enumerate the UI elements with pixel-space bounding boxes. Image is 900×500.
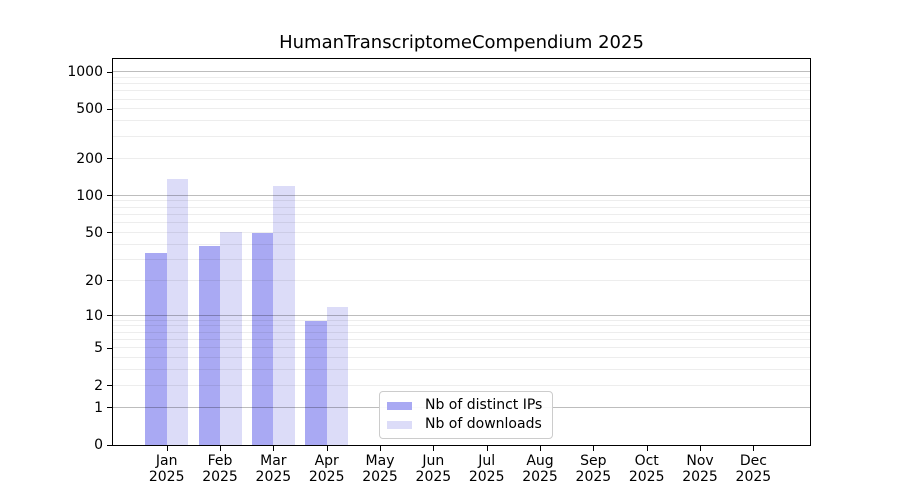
x-tick xyxy=(220,446,222,451)
x-tick xyxy=(166,446,168,451)
x-tick xyxy=(273,446,275,451)
y-tick-label: 200 xyxy=(76,150,103,167)
x-tick-label: Oct 2025 xyxy=(628,453,665,485)
x-tick xyxy=(593,446,595,451)
y-tick-label: 50 xyxy=(85,224,103,241)
bar-downloads-jan xyxy=(166,179,189,445)
x-tick-label: Jan 2025 xyxy=(148,453,185,485)
y-tick xyxy=(107,385,112,387)
x-tick-label: Jun 2025 xyxy=(415,453,452,485)
legend-label-distinct-ips: Nb of distinct IPs xyxy=(425,397,543,413)
x-tick xyxy=(540,446,542,451)
y-tick-label: 0 xyxy=(94,437,103,453)
y-tick xyxy=(107,71,112,73)
plot-area xyxy=(112,58,811,446)
y-tick xyxy=(107,195,112,197)
bar-ips-mar xyxy=(251,232,274,445)
y-tick-label: 1000 xyxy=(67,64,103,81)
y-tick-label: 10 xyxy=(85,307,103,324)
x-tick xyxy=(753,446,755,451)
x-tick xyxy=(646,446,648,451)
y-tick xyxy=(107,158,112,160)
y-tick-label: 100 xyxy=(76,187,103,204)
y-tick xyxy=(107,407,112,409)
bar-ips-jan xyxy=(145,253,167,445)
x-tick xyxy=(486,446,488,451)
x-tick-label: Nov 2025 xyxy=(682,453,718,485)
x-tick xyxy=(433,446,435,451)
y-tick-label: 500 xyxy=(76,101,103,118)
x-tick xyxy=(700,446,702,451)
y-tick-label: 20 xyxy=(85,272,103,289)
legend: Nb of distinct IPs Nb of downloads xyxy=(379,391,554,439)
y-tick xyxy=(107,347,112,349)
legend-row: Nb of downloads xyxy=(387,415,542,434)
chart-title: HumanTranscriptomeCompendium 2025 xyxy=(279,32,644,53)
x-tick-label: May 2025 xyxy=(362,453,398,485)
y-tick xyxy=(107,444,112,446)
bar-layer xyxy=(113,59,810,445)
y-tick xyxy=(107,232,112,234)
legend-label-downloads: Nb of downloads xyxy=(425,416,542,432)
x-tick-label: Dec 2025 xyxy=(735,453,772,485)
bar-downloads-feb xyxy=(220,231,242,445)
y-tick xyxy=(107,280,112,282)
bar-downloads-apr xyxy=(326,306,349,445)
bar-ips-apr xyxy=(305,320,327,445)
bar-downloads-mar xyxy=(273,185,295,445)
y-tick-label: 1 xyxy=(94,399,103,416)
x-tick-label: Jul 2025 xyxy=(468,453,505,485)
x-tick-label: Mar 2025 xyxy=(255,453,292,485)
y-tick xyxy=(107,108,112,110)
x-tick xyxy=(326,446,328,451)
y-tick xyxy=(107,315,112,317)
legend-swatch-downloads xyxy=(387,420,412,429)
x-tick xyxy=(380,446,382,451)
y-tick-label: 5 xyxy=(94,340,103,357)
x-tick-label: Feb 2025 xyxy=(202,453,238,485)
legend-row: Nb of distinct IPs xyxy=(387,396,542,415)
x-tick-label: Aug 2025 xyxy=(522,453,558,485)
x-tick-label: Apr 2025 xyxy=(308,453,345,485)
legend-swatch-distinct-ips xyxy=(387,401,412,410)
x-tick-label: Sep 2025 xyxy=(575,453,612,485)
bar-ips-feb xyxy=(198,245,221,445)
y-tick-label: 2 xyxy=(94,377,103,394)
